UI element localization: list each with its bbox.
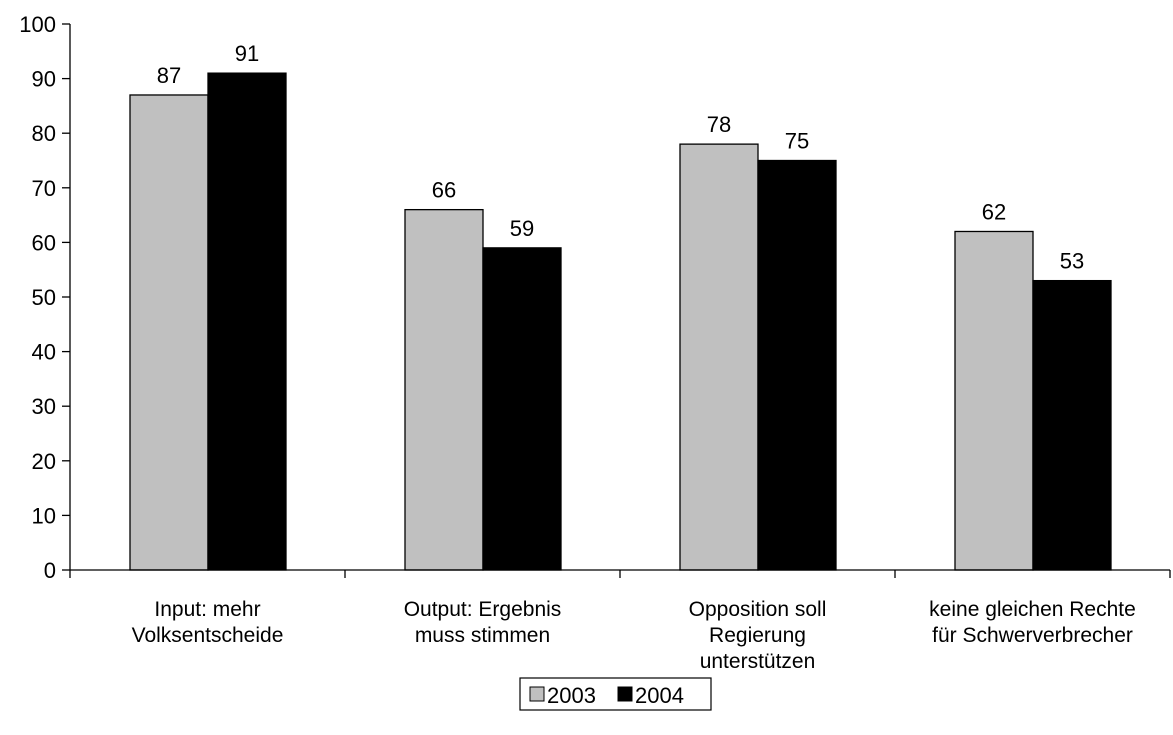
category-label: muss stimmen — [415, 624, 550, 647]
y-tick-label: 40 — [32, 340, 56, 365]
bar-2003-2 — [679, 143, 759, 571]
y-tick-label: 60 — [32, 230, 56, 255]
y-tick-label: 90 — [32, 67, 56, 92]
data-label: 59 — [510, 216, 534, 241]
y-tick-label: 20 — [32, 449, 56, 474]
legend-swatch-2004 — [617, 686, 633, 702]
y-tick-label: 50 — [32, 285, 56, 310]
bar-2004-2 — [757, 159, 837, 571]
category-label: Regierung — [709, 624, 806, 647]
legend: 2003 2004 — [519, 677, 712, 711]
legend-label: 2003 — [547, 683, 596, 708]
data-label: 78 — [707, 112, 731, 137]
bar-2003-0 — [129, 94, 209, 571]
bar-2004-1 — [482, 247, 562, 571]
category-label: Input: mehr — [154, 598, 260, 621]
category-label: Volksentscheide — [132, 624, 284, 647]
category-label: Opposition soll — [689, 598, 827, 621]
category-label: keine gleichen Rechte — [929, 598, 1136, 621]
category-label: für Schwerverbrecher — [932, 624, 1133, 647]
legend-label: 2004 — [635, 683, 684, 708]
bar-2003-3 — [954, 230, 1034, 571]
category-label: Output: Ergebnis — [404, 598, 562, 621]
y-tick-label: 30 — [32, 394, 56, 419]
category-label: unterstützen — [700, 650, 816, 673]
y-tick-label: 70 — [32, 176, 56, 201]
y-tick-label: 0 — [44, 558, 56, 583]
bar-2004-0 — [207, 72, 287, 571]
data-label: 66 — [432, 178, 456, 203]
data-label: 87 — [157, 63, 181, 88]
data-label: 91 — [235, 41, 259, 66]
data-label: 62 — [982, 199, 1006, 224]
legend-swatch-2003 — [529, 686, 545, 702]
bar-2003-1 — [404, 208, 484, 571]
bar-2004-3 — [1032, 279, 1112, 571]
legend-box — [519, 677, 712, 711]
data-label: 75 — [785, 129, 809, 154]
data-label: 53 — [1060, 249, 1084, 274]
y-tick-label: 10 — [32, 503, 56, 528]
y-tick-label: 80 — [32, 121, 56, 146]
y-tick-label: 100 — [19, 12, 56, 37]
